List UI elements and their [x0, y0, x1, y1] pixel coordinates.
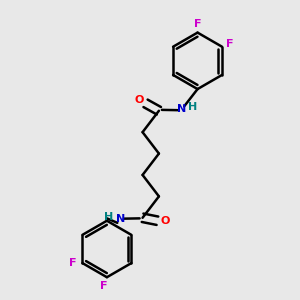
- Text: F: F: [69, 258, 77, 268]
- Text: H: H: [188, 102, 198, 112]
- Text: F: F: [100, 280, 108, 290]
- Text: O: O: [160, 216, 170, 226]
- Text: H: H: [104, 212, 114, 222]
- Text: O: O: [135, 95, 144, 105]
- Text: N: N: [177, 104, 186, 114]
- Text: F: F: [226, 39, 233, 49]
- Text: N: N: [116, 214, 125, 224]
- Text: F: F: [194, 19, 201, 29]
